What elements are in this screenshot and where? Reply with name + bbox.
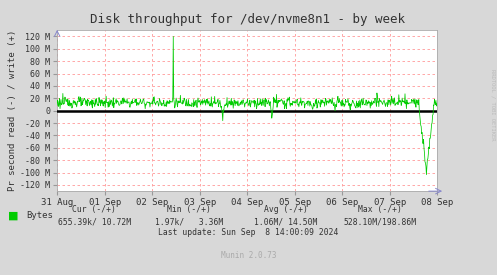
Text: 1.06M/ 14.50M: 1.06M/ 14.50M <box>254 217 318 226</box>
Text: Cur (-/+): Cur (-/+) <box>73 205 116 214</box>
Text: Max (-/+): Max (-/+) <box>358 205 402 214</box>
Text: ■: ■ <box>8 211 19 221</box>
Text: Bytes: Bytes <box>26 211 53 220</box>
Text: Min (-/+): Min (-/+) <box>167 205 211 214</box>
Text: Last update: Sun Sep  8 14:00:09 2024: Last update: Sun Sep 8 14:00:09 2024 <box>159 228 338 237</box>
Y-axis label: Pr second read (-) / write (+): Pr second read (-) / write (+) <box>8 30 17 191</box>
Text: 655.39k/ 10.72M: 655.39k/ 10.72M <box>58 217 131 226</box>
Title: Disk throughput for /dev/nvme8n1 - by week: Disk throughput for /dev/nvme8n1 - by we… <box>90 13 405 26</box>
Text: Munin 2.0.73: Munin 2.0.73 <box>221 252 276 260</box>
Text: Avg (-/+): Avg (-/+) <box>264 205 308 214</box>
Text: RRDTOOL / TOBI OETIKER: RRDTOOL / TOBI OETIKER <box>491 69 496 140</box>
Text: 528.10M/198.86M: 528.10M/198.86M <box>343 217 417 226</box>
Text: 1.97k/   3.36M: 1.97k/ 3.36M <box>155 217 223 226</box>
